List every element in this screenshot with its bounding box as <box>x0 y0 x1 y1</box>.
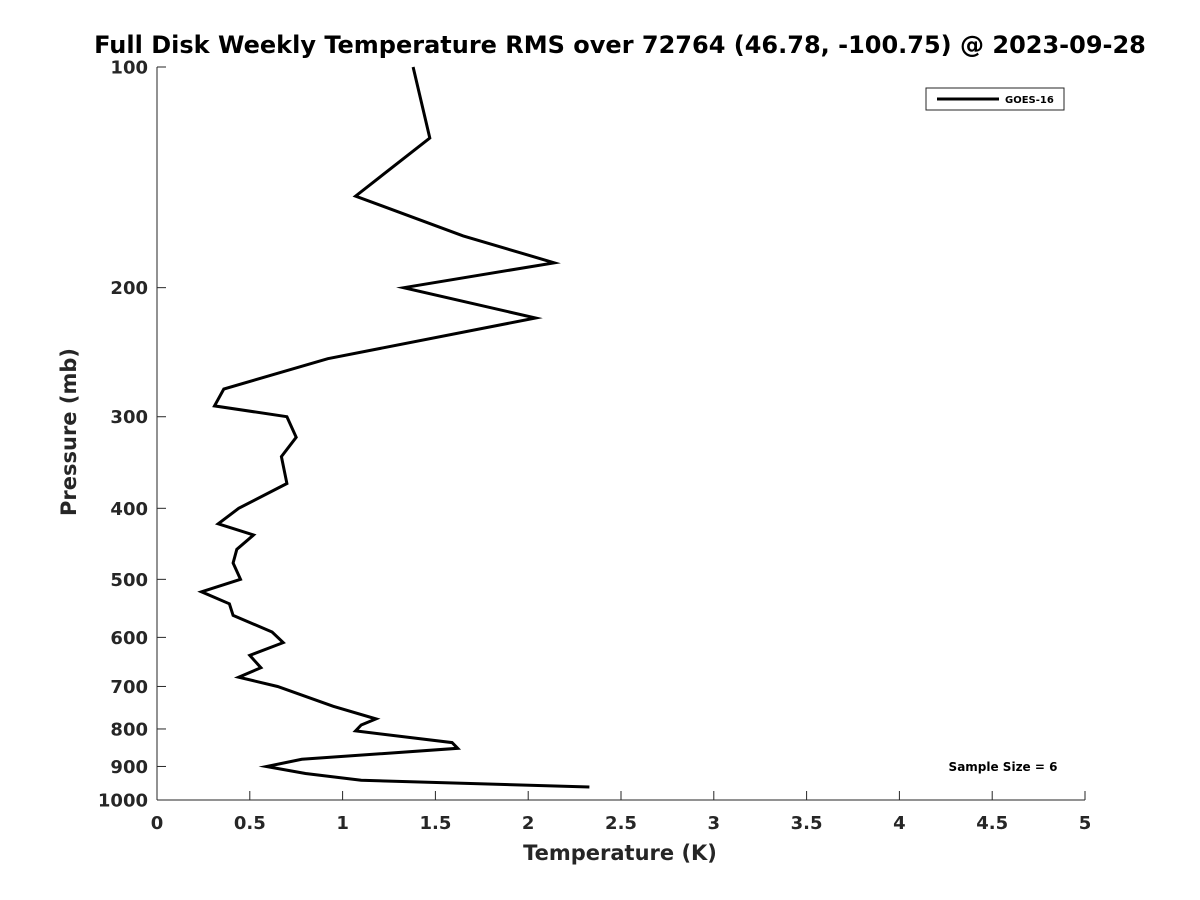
series-layer <box>197 66 590 789</box>
x-tick-label: 2 <box>522 813 535 834</box>
y-tick-label: 700 <box>110 677 148 698</box>
x-tick-label: 4.5 <box>976 813 1008 834</box>
legend: GOES-16 <box>925 87 1065 111</box>
x-tick-label: 0.5 <box>234 813 266 834</box>
plot-frame <box>157 67 1085 800</box>
y-tick-label: 400 <box>110 499 148 520</box>
x-tick-label: 2.5 <box>605 813 637 834</box>
y-axis-label: Pressure (mb) <box>57 348 81 516</box>
x-tick-label: 3 <box>708 813 721 834</box>
x-tick-label: 3.5 <box>791 813 823 834</box>
x-tick-label: 4 <box>893 813 906 834</box>
legend-entry-goes-16: GOES-16 <box>1005 95 1054 106</box>
y-tick-label: 200 <box>110 278 148 299</box>
series-line-goes-16 <box>197 66 590 789</box>
x-tick-label: 1.5 <box>419 813 451 834</box>
y-tick-label: 800 <box>110 719 148 740</box>
y-tick-label: 500 <box>110 570 148 591</box>
y-tick-label: 100 <box>110 58 148 79</box>
y-tick-label: 1000 <box>98 791 148 812</box>
x-tick-label: 0 <box>151 813 164 834</box>
y-tick-label: 600 <box>110 628 148 649</box>
x-axis-label: Temperature (K) <box>523 841 717 865</box>
x-tick-label: 1 <box>336 813 349 834</box>
chart-title: Full Disk Weekly Temperature RMS over 72… <box>94 31 1146 59</box>
y-tick-label: 300 <box>110 407 148 428</box>
plot-area: 0 0.5 1 1.5 2 2.5 3 3.5 4 4.5 5 100 200 300 400 500 600… <box>98 58 1091 835</box>
x-tick-label: 5 <box>1079 813 1092 834</box>
y-tick-label: 900 <box>110 757 148 778</box>
y-axis-ticks: 100 200 300 400 500 600 700 800 900 1000 <box>98 58 166 812</box>
x-axis-ticks: 0 0.5 1 1.5 2 2.5 3 3.5 4 4.5 5 <box>151 791 1092 834</box>
sample-size-annotation: Sample Size = 6 <box>949 760 1058 774</box>
